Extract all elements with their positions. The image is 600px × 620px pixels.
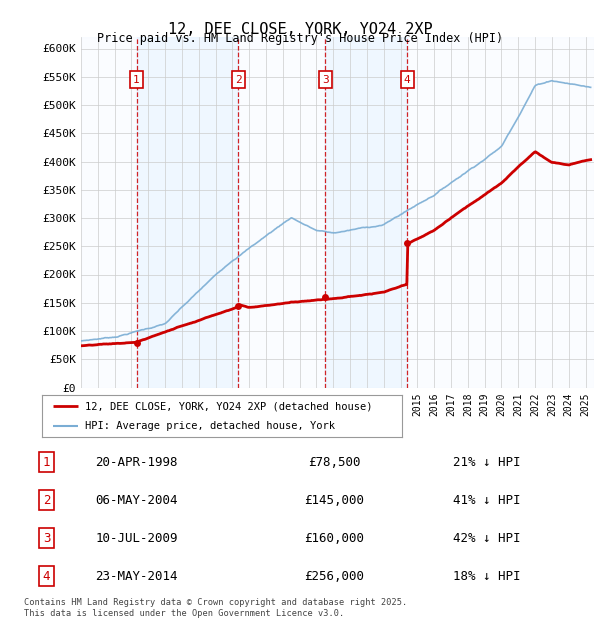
Text: £256,000: £256,000 [304, 570, 364, 583]
Text: Price paid vs. HM Land Registry's House Price Index (HPI): Price paid vs. HM Land Registry's House … [97, 32, 503, 45]
Text: 21% ↓ HPI: 21% ↓ HPI [453, 456, 520, 469]
Bar [325, 37, 407, 387]
Bar [137, 37, 238, 387]
Text: 06-MAY-2004: 06-MAY-2004 [95, 494, 178, 507]
Text: 10-JUL-2009: 10-JUL-2009 [95, 532, 178, 545]
Text: 41% ↓ HPI: 41% ↓ HPI [453, 494, 520, 507]
Text: 4: 4 [43, 570, 50, 583]
Text: £145,000: £145,000 [304, 494, 364, 507]
Text: 1: 1 [133, 74, 140, 84]
Text: 3: 3 [43, 532, 50, 545]
Text: 3: 3 [322, 74, 329, 84]
Text: 23-MAY-2014: 23-MAY-2014 [95, 570, 178, 583]
Text: Contains HM Land Registry data © Crown copyright and database right 2025.
This d: Contains HM Land Registry data © Crown c… [24, 598, 407, 618]
Bar [81, 37, 137, 387]
Text: £78,500: £78,500 [308, 456, 361, 469]
Bar [407, 37, 594, 387]
Text: 18% ↓ HPI: 18% ↓ HPI [453, 570, 520, 583]
Bar [238, 37, 325, 387]
Text: 2: 2 [43, 494, 50, 507]
Text: 12, DEE CLOSE, YORK, YO24 2XP: 12, DEE CLOSE, YORK, YO24 2XP [167, 22, 433, 37]
Text: £160,000: £160,000 [304, 532, 364, 545]
Text: 42% ↓ HPI: 42% ↓ HPI [453, 532, 520, 545]
Text: 12, DEE CLOSE, YORK, YO24 2XP (detached house): 12, DEE CLOSE, YORK, YO24 2XP (detached … [85, 401, 373, 411]
Text: 20-APR-1998: 20-APR-1998 [95, 456, 178, 469]
Text: 2: 2 [235, 74, 242, 84]
Text: HPI: Average price, detached house, York: HPI: Average price, detached house, York [85, 421, 335, 431]
Text: 1: 1 [43, 456, 50, 469]
Text: 4: 4 [404, 74, 410, 84]
